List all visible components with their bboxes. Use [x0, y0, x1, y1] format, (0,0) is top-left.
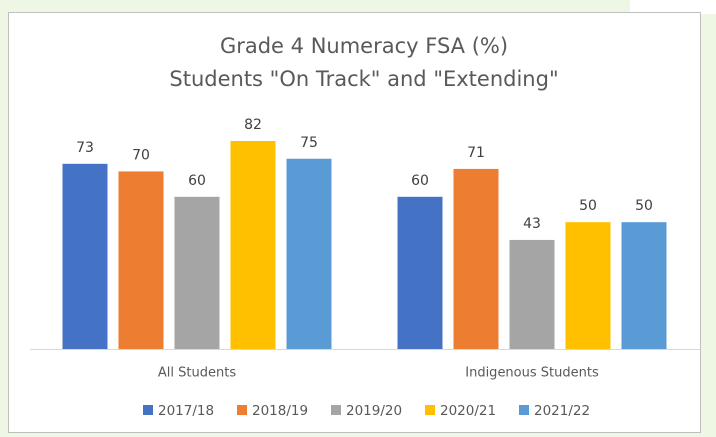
- data-label: 70: [132, 147, 150, 163]
- x-tick-label: All Students: [158, 366, 236, 381]
- data-label: 60: [411, 173, 429, 189]
- bar: [453, 168, 499, 349]
- bar: [118, 171, 164, 349]
- legend-label: 2021/22: [534, 403, 590, 419]
- bar: [565, 222, 611, 349]
- bar: [62, 163, 108, 349]
- legend-swatch: [143, 405, 153, 415]
- bar: [174, 196, 220, 349]
- x-tick-label: Indigenous Students: [465, 366, 599, 381]
- data-label: 50: [635, 198, 653, 214]
- legend-swatch: [425, 405, 435, 415]
- bar: [397, 196, 443, 349]
- data-label: 43: [523, 216, 541, 232]
- legend-swatch: [331, 405, 341, 415]
- bar: [621, 222, 667, 349]
- data-label: 50: [579, 198, 597, 214]
- bar: [286, 158, 332, 349]
- data-label: 71: [467, 145, 485, 161]
- corner: [630, 0, 716, 14]
- legend-label: 2018/19: [252, 403, 308, 419]
- data-label: 60: [188, 173, 206, 189]
- legend-swatch: [519, 405, 529, 415]
- data-label: 73: [76, 140, 94, 156]
- legend-label: 2017/18: [158, 403, 214, 419]
- bar: [230, 141, 276, 349]
- chart-title: Students "On Track" and "Extending": [169, 67, 558, 91]
- legend-label: 2020/21: [440, 403, 496, 419]
- data-label: 75: [300, 135, 318, 151]
- legend-label: 2019/20: [346, 403, 402, 419]
- bar: [509, 239, 555, 349]
- data-label: 82: [244, 117, 262, 133]
- chart-title: Grade 4 Numeracy FSA (%): [220, 34, 508, 58]
- legend-swatch: [237, 405, 247, 415]
